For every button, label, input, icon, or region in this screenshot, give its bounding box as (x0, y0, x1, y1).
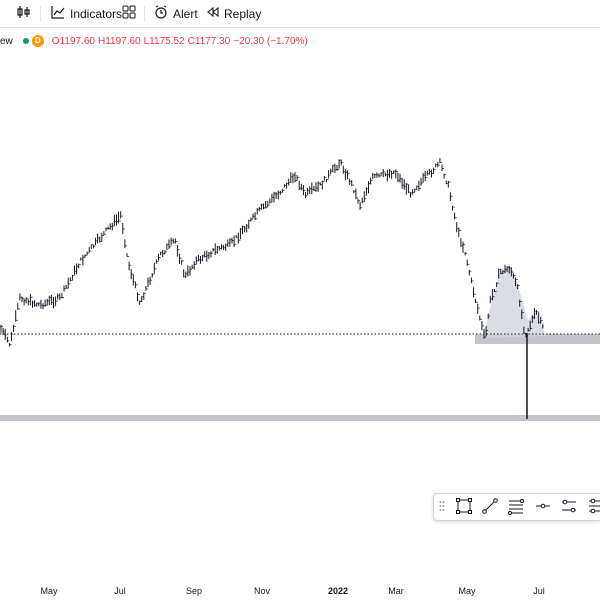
alert-icon (153, 4, 169, 23)
x-tick-label: May (40, 586, 58, 596)
candles-icon (16, 4, 32, 23)
trend-line-icon (481, 497, 499, 520)
top-toolbar: Indicators Alert Replay (0, 0, 600, 28)
drag-handle[interactable] (436, 497, 448, 519)
replay-icon (206, 5, 220, 22)
close-value: C1177.30 (187, 35, 231, 47)
interval-badge: D (31, 35, 44, 47)
change-value: −20.30 (−1.70%) (233, 35, 308, 47)
x-tick-label: Nov (254, 586, 271, 596)
ohlc-bars (0, 158, 544, 347)
alert-label: Alert (173, 6, 198, 21)
drag-handle-icon (439, 499, 445, 517)
x-tick-label: Jul (533, 586, 545, 596)
symbol-title[interactable]: ew (0, 35, 13, 47)
x-axis: May Jul Sep Nov 2022 Mar May Jul (40, 586, 544, 596)
chart-type-button[interactable] (16, 0, 32, 27)
templates-icon (121, 4, 137, 23)
high-value: H1197.60 (97, 35, 141, 47)
ohlc-legend: ew D O1197.60 H1197.60 L1175.52 C1177.30… (0, 33, 311, 49)
x-tick-label: Sep (186, 586, 202, 596)
horizontal-ray-tool-button[interactable] (532, 497, 554, 519)
toolbar-divider (40, 6, 41, 22)
parallel-channel-icon (560, 497, 578, 520)
open-value: O1197.60 (51, 35, 95, 47)
indicators-icon (50, 4, 66, 23)
x-tick-label: Mar (388, 586, 404, 596)
regression-tool-button[interactable] (584, 497, 600, 519)
replay-button[interactable]: Replay (206, 0, 261, 27)
alert-button[interactable]: Alert (153, 0, 198, 27)
indicators-label: Indicators (70, 6, 123, 21)
x-tick-label: Jul (114, 586, 126, 596)
support-zone[interactable] (475, 334, 600, 344)
drawing-toolbar (433, 493, 600, 521)
low-value: L1175.52 (143, 35, 185, 47)
x-tick-label: May (458, 586, 476, 596)
lower-level-band[interactable] (0, 415, 600, 421)
replay-label: Replay (224, 6, 262, 21)
status-dot (22, 38, 29, 44)
fib-retracement-icon (507, 497, 525, 520)
parallel-channel-tool-button[interactable] (558, 497, 580, 519)
horizontal-ray-icon (534, 497, 552, 520)
rectangle-icon (455, 497, 473, 520)
fib-retracement-tool-button[interactable] (505, 497, 527, 519)
price-chart[interactable]: May Jul Sep Nov 2022 Mar May Jul (0, 28, 600, 600)
regression-icon (587, 497, 600, 520)
x-tick-label: 2022 (328, 586, 348, 596)
indicators-button[interactable]: Indicators (50, 0, 122, 27)
toolbar-divider (144, 6, 145, 22)
templates-button[interactable] (121, 0, 137, 27)
trend-line-tool-button[interactable] (479, 497, 501, 519)
rectangle-tool-button[interactable] (453, 497, 475, 519)
highlight-shape[interactable] (483, 266, 546, 338)
